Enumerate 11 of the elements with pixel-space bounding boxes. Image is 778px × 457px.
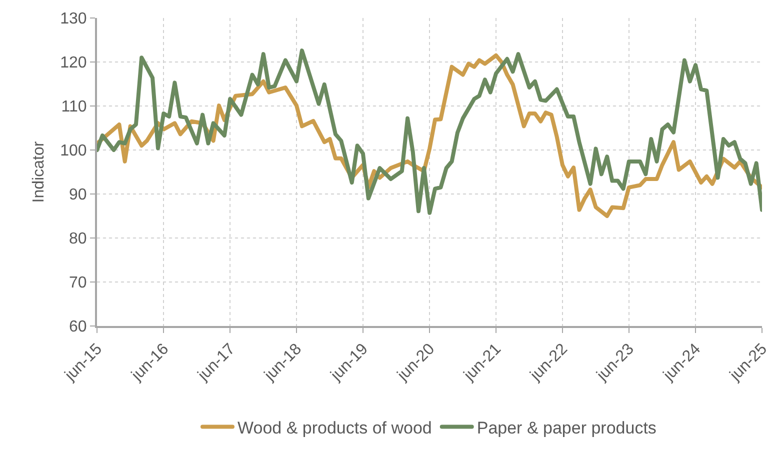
y-tick-label: 60 (69, 318, 87, 336)
y-tick-label: 90 (69, 186, 87, 204)
y-tick-label: 120 (60, 54, 87, 72)
legend-label: Wood & products of wood (238, 418, 432, 438)
legend-label: Paper & paper products (476, 418, 656, 438)
y-tick-label: 100 (60, 142, 87, 160)
y-tick-label: 80 (69, 230, 87, 248)
y-tick-label: 70 (69, 274, 87, 292)
y-tick-label: 130 (60, 10, 87, 28)
y-axis-title: Indicator (30, 140, 48, 203)
y-tick-label: 110 (61, 98, 87, 116)
